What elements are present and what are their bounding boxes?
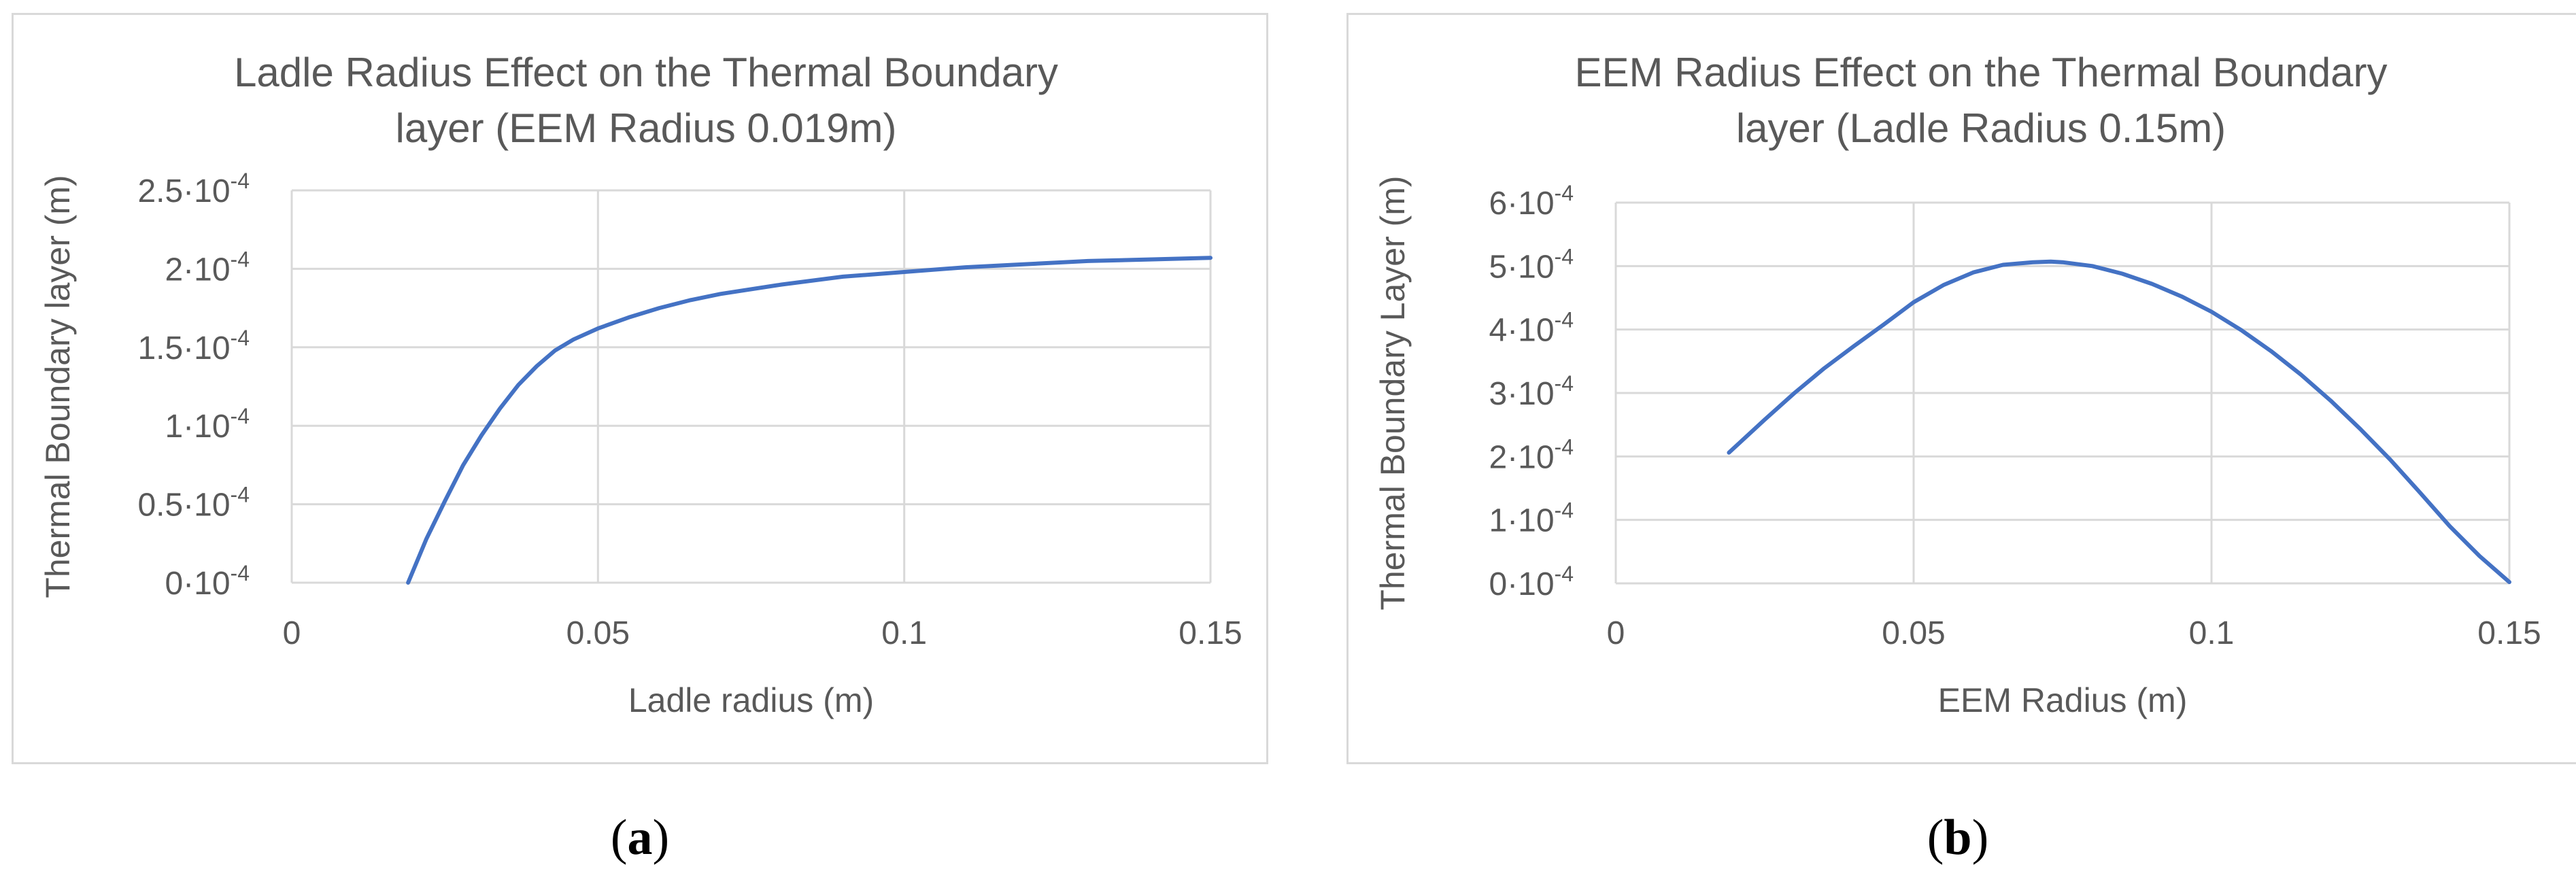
chart-b-xtick-label-2: 0.1	[2189, 615, 2235, 651]
chart-b-ytick-exp-2: -4	[1555, 434, 1574, 459]
chart-b-ytick-base-3: 3·10	[1489, 376, 1554, 412]
chart-b-ytick-exp-1: -4	[1555, 498, 1574, 523]
chart-b-xtick-label-1: 0.05	[1882, 615, 1945, 651]
chart-b-ytick-base-2: 2·10	[1489, 439, 1554, 475]
chart-b-ytick-exp-6: -4	[1555, 181, 1574, 205]
caption-b-close: )	[1971, 810, 1989, 866]
chart-a-ytick-base-4: 2·10	[165, 252, 230, 288]
caption-a: (a)	[538, 809, 742, 867]
chart-a-ytick-base-1: 0.5·10	[137, 487, 230, 524]
chart-a-ytick-label-1: 0.5·10-4	[137, 483, 250, 524]
chart-b-title-line-1: layer (Ladle Radius 0.15m)	[1736, 105, 2226, 151]
chart-b-ytick-exp-4: -4	[1555, 308, 1574, 332]
chart-a-ytick-exp-1: -4	[231, 483, 250, 507]
chart-a-ytick-label-5: 2.5·10-4	[137, 169, 250, 209]
chart-a-xtick-label-3: 0.15	[1179, 615, 1242, 651]
chart-b-ytick-base-6: 6·10	[1489, 186, 1554, 222]
chart-a-ytick-base-5: 2.5·10	[137, 173, 230, 209]
chart-b-ytick-label-4: 4·10-4	[1489, 308, 1574, 349]
caption-a-close: )	[652, 810, 670, 866]
chart-b-ytick-label-2: 2·10-4	[1489, 434, 1574, 475]
chart-a-xtick-label-1: 0.05	[566, 615, 630, 651]
chart-a-ytick-base-2: 1·10	[165, 409, 230, 445]
chart-b-ytick-label-3: 3·10-4	[1489, 371, 1574, 412]
chart-b-ytick-label-5: 5·10-4	[1489, 244, 1574, 285]
chart-b-svg: EEM Radius Effect on the Thermal Boundar…	[1374, 50, 2541, 719]
chart-a-ytick-label-2: 1·10-4	[165, 404, 250, 445]
chart-a-xtick-label-2: 0.1	[881, 615, 927, 651]
caption-b-letter: b	[1944, 810, 1972, 866]
chart-a-title-line-1: layer (EEM Radius 0.019m)	[396, 105, 897, 151]
chart-b-xtick-label-0: 0	[1607, 615, 1625, 651]
chart-a-ytick-label-0: 0·10-4	[165, 561, 250, 602]
chart-b-ytick-base-0: 0·10	[1489, 566, 1554, 602]
chart-b-xlabel: EEM Radius (m)	[1938, 681, 2188, 719]
chart-b-ytick-exp-5: -4	[1555, 244, 1574, 269]
caption-a-letter: a	[627, 810, 653, 866]
chart-a-ytick-label-3: 1.5·10-4	[137, 326, 250, 366]
chart-a-title-line-0: Ladle Radius Effect on the Thermal Bound…	[234, 50, 1058, 95]
chart-b-ytick-exp-3: -4	[1555, 371, 1574, 396]
caption-b: (b)	[1856, 809, 2060, 867]
chart-a-ytick-exp-5: -4	[231, 169, 250, 193]
chart-a-ytick-exp-0: -4	[231, 561, 250, 585]
chart-a-ylabel: Thermal Boundary layer (m)	[39, 175, 77, 598]
chart-b-ytick-label-1: 1·10-4	[1489, 498, 1574, 539]
chart-b-ytick-base-4: 4·10	[1489, 313, 1554, 349]
chart-a-ytick-base-3: 1.5·10	[137, 330, 230, 366]
chart-b-ytick-label-6: 6·10-4	[1489, 181, 1574, 222]
chart-b-ytick-label-0: 0·10-4	[1489, 562, 1574, 602]
chart-a-ytick-exp-2: -4	[231, 404, 250, 428]
chart-a-xtick-label-0: 0	[283, 615, 301, 651]
chart-panel-b: EEM Radius Effect on the Thermal Boundar…	[1346, 13, 2576, 764]
chart-b-ytick-exp-0: -4	[1555, 562, 1574, 586]
chart-a-ytick-base-0: 0·10	[165, 566, 230, 602]
chart-b-ytick-base-1: 1·10	[1489, 503, 1554, 539]
chart-b-ylabel: Thermal Boundary Layer (m)	[1374, 175, 1412, 610]
chart-a-ytick-exp-3: -4	[231, 326, 250, 350]
chart-panel-a: Ladle Radius Effect on the Thermal Bound…	[12, 13, 1268, 764]
chart-a-xlabel: Ladle radius (m)	[628, 681, 874, 719]
chart-b-xtick-label-3: 0.15	[2477, 615, 2541, 651]
caption-b-open: (	[1927, 810, 1944, 866]
chart-a-svg: Ladle Radius Effect on the Thermal Bound…	[39, 50, 1242, 719]
chart-a-ytick-label-4: 2·10-4	[165, 247, 250, 288]
chart-a-ytick-exp-4: -4	[231, 247, 250, 271]
chart-b-series-line-0	[1727, 259, 2511, 585]
caption-a-open: (	[610, 810, 628, 866]
chart-b-title-line-0: EEM Radius Effect on the Thermal Boundar…	[1574, 50, 2387, 95]
chart-a-series-line-0	[406, 256, 1213, 585]
chart-b-ytick-base-5: 5·10	[1489, 249, 1554, 285]
